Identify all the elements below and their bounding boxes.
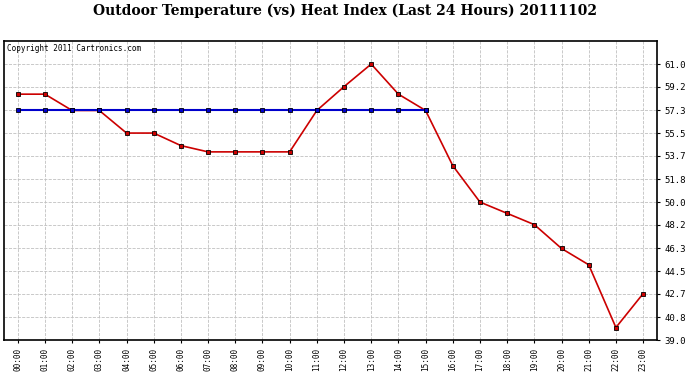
Text: Outdoor Temperature (vs) Heat Index (Last 24 Hours) 20111102: Outdoor Temperature (vs) Heat Index (Las… — [93, 4, 597, 18]
Text: Copyright 2011 Cartronics.com: Copyright 2011 Cartronics.com — [8, 45, 141, 54]
